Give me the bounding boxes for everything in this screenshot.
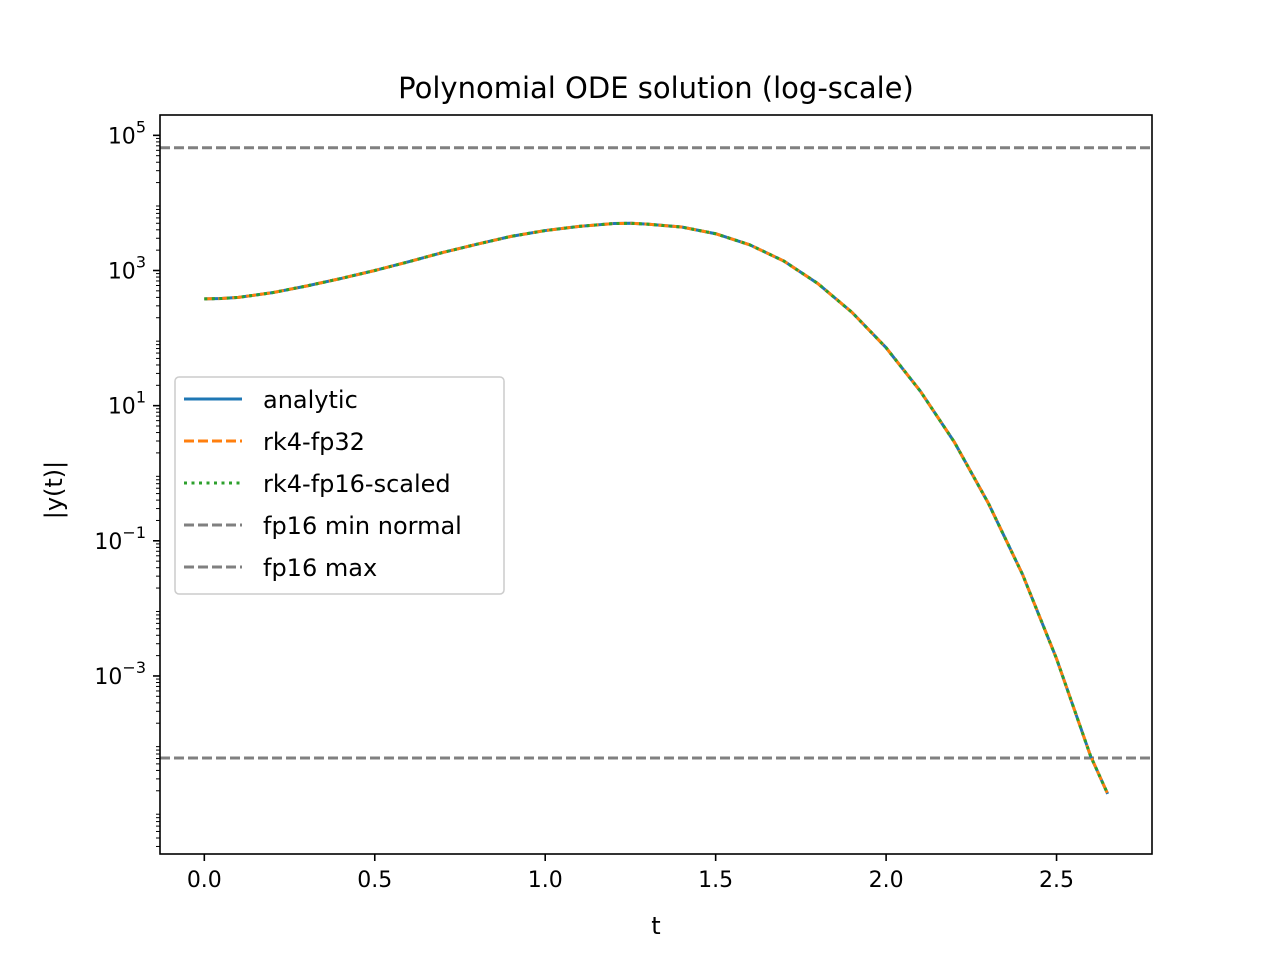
- axes-frame: [159, 114, 1153, 855]
- x-tick-label: 1.0: [528, 868, 563, 893]
- plot-area: [160, 146, 1152, 795]
- legend: analytic rk4-fp32 rk4-fp16-scaled fp16 min …: [174, 376, 505, 595]
- y-tick-label: 10−3: [94, 658, 146, 690]
- x-tick-label: 1.5: [698, 868, 733, 893]
- y-axis-label: |y(t)|: [40, 461, 68, 520]
- y-tick-label: 101: [108, 388, 146, 420]
- legend-label: rk4-fp32: [263, 428, 365, 456]
- x-tick-label: 0.5: [357, 868, 392, 893]
- y-tick-label: 10−1: [94, 523, 146, 555]
- chart-title: Polynomial ODE solution (log-scale): [398, 71, 914, 105]
- legend-label: rk4-fp16-scaled: [263, 470, 451, 498]
- x-tick-label: 2.0: [869, 868, 904, 893]
- y-tick-label: 103: [108, 252, 146, 284]
- y-tick-label: 105: [108, 117, 146, 149]
- x-tick-label: 2.5: [1039, 868, 1074, 893]
- x-tick-label: 0.0: [187, 868, 222, 893]
- legend-label: fp16 min normal: [263, 512, 462, 540]
- legend-label: fp16 max: [263, 554, 377, 582]
- series-line-rk4-fp16-scaled: [204, 221, 1110, 795]
- legend-label: analytic: [263, 386, 358, 414]
- x-axis-label: t: [651, 912, 660, 940]
- axis-ticks: 0.0 0.5 1.0 1.5 2.0 2.5 10−3 10−1 101 103 105: [94, 117, 1074, 893]
- legend-box: [174, 376, 505, 595]
